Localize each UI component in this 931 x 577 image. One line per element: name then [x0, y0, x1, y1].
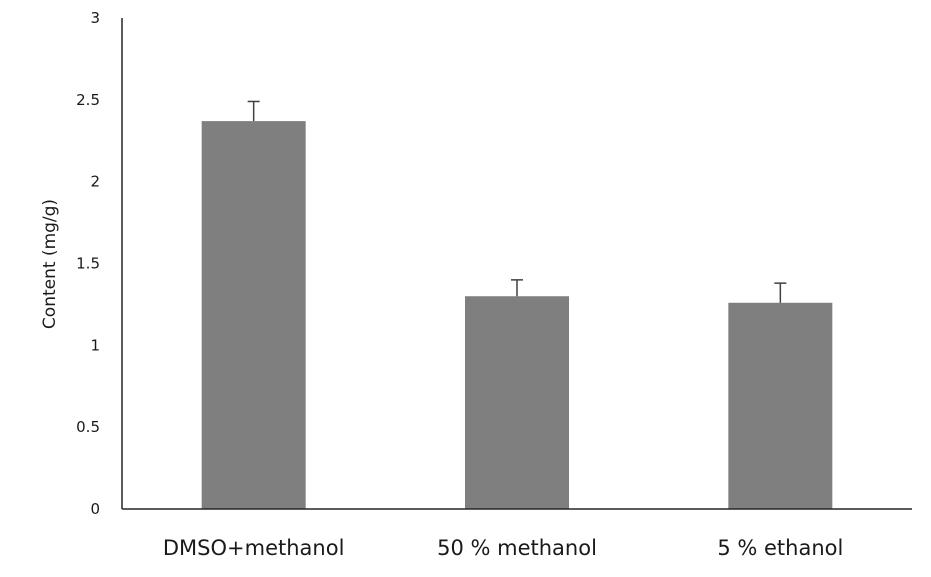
category-label: DMSO+methanol — [163, 536, 345, 560]
y-tick-label: 1.5 — [76, 255, 100, 273]
bars — [201, 121, 833, 510]
category-label: 5 % ethanol — [717, 536, 843, 560]
error-bar — [247, 100, 260, 122]
category-labels: DMSO+methanol 50 % methanol 5 % ethanol — [163, 536, 843, 560]
bar — [465, 296, 569, 509]
y-axis-title: Content (mg/g) — [40, 199, 60, 329]
category-label: 50 % methanol — [437, 536, 597, 560]
bar — [728, 302, 833, 509]
bar — [201, 121, 306, 510]
y-axis-ticks: 0 0.5 1 1.5 2 2.5 3 — [76, 9, 100, 518]
y-tick-label: 2.5 — [76, 91, 100, 109]
y-tick-label: 1 — [90, 336, 100, 354]
error-bar — [511, 279, 523, 297]
y-tick-label: 3 — [90, 9, 100, 27]
y-tick-label: 0 — [90, 500, 100, 518]
error-bar — [774, 282, 787, 303]
error-bars — [247, 100, 787, 303]
y-tick-label: 0.5 — [76, 418, 100, 436]
y-tick-label: 2 — [90, 173, 100, 191]
